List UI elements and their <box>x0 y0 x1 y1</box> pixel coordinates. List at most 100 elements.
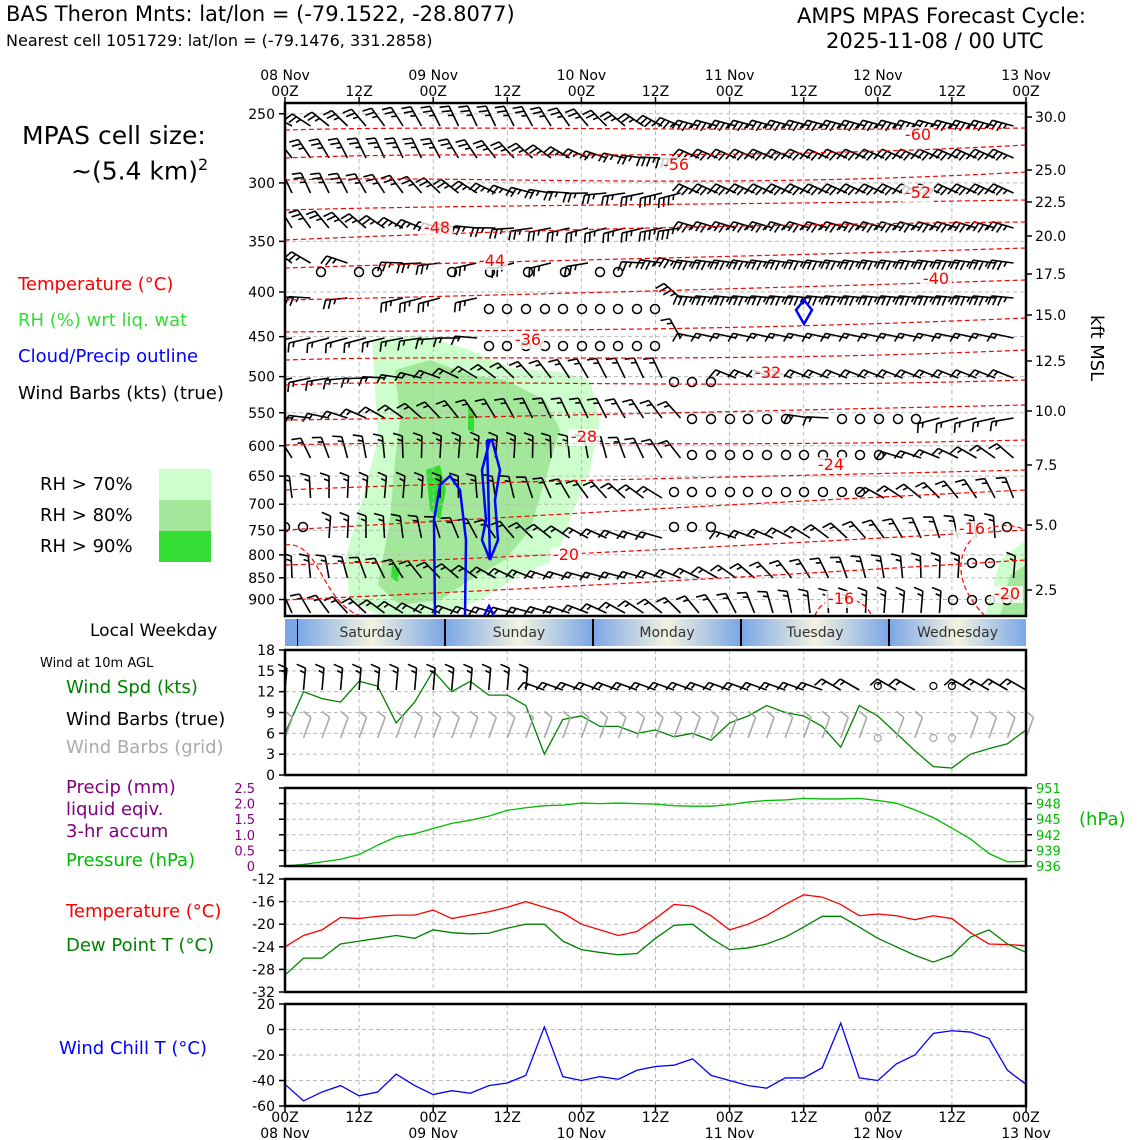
barb-shaft <box>381 337 404 344</box>
xs-wind-barb <box>320 255 348 266</box>
wind-barb-true <box>333 663 344 691</box>
xs-wind-barb <box>986 259 1014 271</box>
barb-flag <box>440 142 451 147</box>
barb-flag <box>339 471 349 477</box>
xs-wind-barb <box>324 337 348 354</box>
barb-half <box>383 603 389 609</box>
barb-half <box>303 558 310 562</box>
barb-flag <box>918 296 924 306</box>
barb-flag <box>737 261 744 271</box>
barb-flag <box>624 437 634 441</box>
barb-flag <box>643 196 647 207</box>
barb-half <box>336 669 343 674</box>
barb-shaft <box>524 476 534 499</box>
barb-flag <box>700 261 707 271</box>
barb-half <box>717 567 723 572</box>
barb-flag <box>857 259 863 270</box>
xs-wind-barb <box>616 530 644 540</box>
barb-flag <box>755 187 763 196</box>
barb-shaft <box>383 476 388 499</box>
barb-half <box>915 558 921 562</box>
barb-half <box>592 116 599 121</box>
barb-half <box>795 562 802 566</box>
barb-flag <box>671 332 679 342</box>
barb-shaft <box>697 183 718 194</box>
barb-flag <box>870 554 881 558</box>
barb-flag <box>508 360 519 367</box>
barb-flag <box>773 152 782 161</box>
calm-wind-circle <box>854 486 866 498</box>
xs-wind-barb <box>327 172 349 194</box>
barb-half <box>900 451 906 458</box>
barb-flag <box>681 224 689 233</box>
barb-half <box>613 441 620 443</box>
calm-wind-circle <box>668 521 680 533</box>
calm-wind-circle <box>297 521 309 533</box>
barb-flag <box>270 138 279 146</box>
barb-half <box>438 369 444 375</box>
barb-shaft <box>401 435 404 459</box>
barb-flag <box>288 138 299 143</box>
weekday-label: Wednesday <box>917 625 998 641</box>
wind-barb-true <box>665 681 693 691</box>
barb-flag <box>493 144 503 151</box>
barb-flag <box>454 183 464 191</box>
barb-flag <box>991 260 998 270</box>
wind-barb-true <box>351 663 362 691</box>
forecast-cycle-value: 2025-11-08 / 00 UTC <box>826 29 1044 53</box>
temperature-contour <box>285 127 1026 131</box>
barb-flag <box>600 482 610 489</box>
xs-wind-barb <box>458 105 478 127</box>
barb-shaft <box>839 717 850 739</box>
barb-flag <box>634 531 642 541</box>
barb-flag <box>349 141 359 145</box>
barb-flag <box>346 137 357 141</box>
barb-half <box>663 600 669 604</box>
barb-shaft <box>770 119 792 127</box>
barb-shaft <box>996 443 1015 459</box>
barb-flag <box>789 558 799 563</box>
xs-wind-barb <box>949 446 977 459</box>
barb-shaft <box>806 591 811 614</box>
barb-flag <box>386 141 396 145</box>
barb-flag <box>986 369 994 378</box>
calm-wind-circle <box>686 376 698 388</box>
barb-shaft <box>777 560 793 579</box>
barb-flag <box>543 191 549 201</box>
temperature-contour <box>285 559 1026 601</box>
barb-flag <box>653 569 661 578</box>
wind-barb-true <box>757 681 786 691</box>
barb-flag <box>648 230 652 240</box>
barb-half <box>937 371 943 377</box>
barb-shaft <box>288 476 293 499</box>
calm-wind-circle <box>371 266 383 278</box>
barb-half <box>771 529 777 535</box>
xs-wind-barb <box>914 481 941 499</box>
xs-wind-barb <box>656 400 682 419</box>
barb-half <box>504 479 511 483</box>
xs-wind-barb <box>616 570 644 580</box>
barb-shaft <box>487 668 492 691</box>
barb-half <box>556 230 559 237</box>
barb-half <box>536 150 542 155</box>
xs-wind-barb <box>505 569 533 579</box>
wind-barb-true <box>517 681 545 691</box>
barb-flag <box>904 296 910 306</box>
barb-half <box>410 146 417 149</box>
barb-shaft <box>786 591 793 614</box>
barb-shaft <box>383 600 404 614</box>
barb-flag <box>529 147 538 155</box>
barb-flag <box>838 259 845 270</box>
wind-barb-grid <box>506 710 516 739</box>
barb-flag <box>311 142 321 147</box>
barb-flag <box>287 382 290 393</box>
barb-shaft <box>714 332 737 339</box>
barb-flag <box>788 260 794 270</box>
barb-shaft <box>957 555 961 579</box>
barb-flag <box>330 142 340 146</box>
barb-shaft <box>503 105 515 127</box>
barb-half <box>355 669 361 674</box>
barb-half <box>610 117 617 122</box>
barb-half <box>981 482 988 485</box>
xs-wind-barb <box>560 571 589 581</box>
